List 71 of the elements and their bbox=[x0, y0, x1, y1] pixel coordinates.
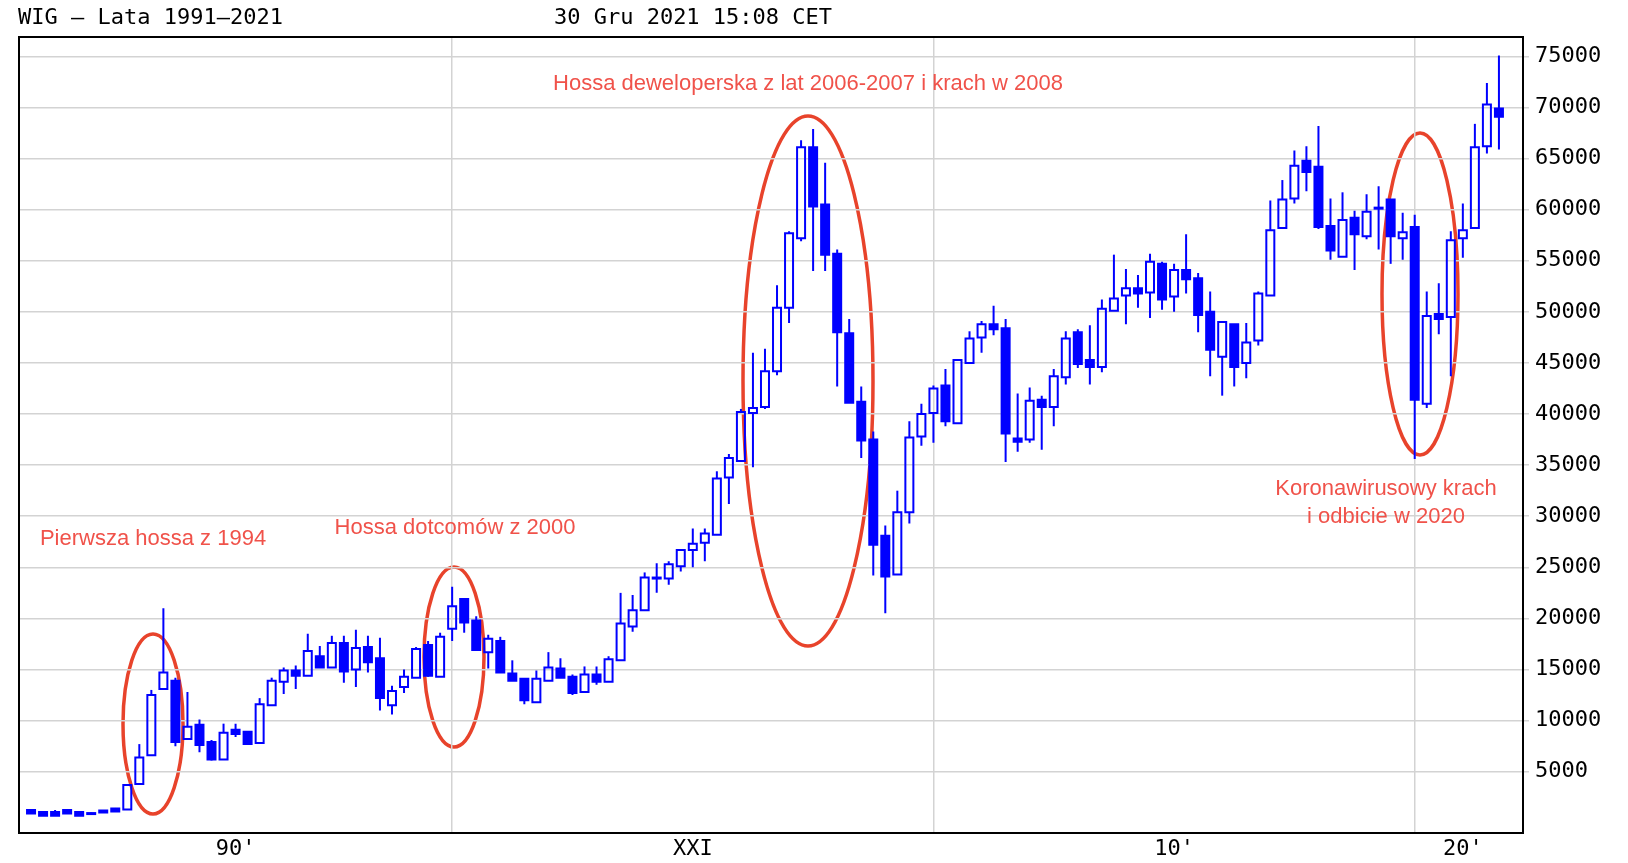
candlestick bbox=[278, 666, 289, 696]
candlestick bbox=[747, 351, 758, 469]
candlestick bbox=[182, 690, 193, 740]
annotation: Hossa deweloperska z lat 2006-2007 i krach w 2008 bbox=[553, 69, 1063, 97]
candlestick bbox=[1169, 262, 1180, 313]
y-tick-label: 25000 bbox=[1535, 553, 1602, 579]
candlestick bbox=[723, 452, 734, 505]
y-tick-label: 15000 bbox=[1535, 655, 1602, 681]
candlestick bbox=[543, 651, 554, 682]
candlestick bbox=[122, 783, 133, 811]
candlestick bbox=[892, 489, 903, 576]
annotation: Koronawirusowy krach i odbicie w 2020 bbox=[1275, 474, 1497, 530]
candlestick bbox=[952, 358, 963, 425]
candlestick bbox=[1469, 122, 1480, 230]
candlestick bbox=[579, 665, 590, 693]
candlestick bbox=[447, 585, 458, 642]
candlestick bbox=[1120, 267, 1131, 326]
x-tick-label: XXI bbox=[672, 834, 713, 860]
candlestick bbox=[1241, 322, 1252, 380]
candlestick bbox=[1337, 191, 1348, 258]
candlestick bbox=[615, 591, 626, 662]
y-tick-label: 45000 bbox=[1535, 348, 1602, 374]
candlestick bbox=[1361, 193, 1372, 241]
y-tick-label: 20000 bbox=[1535, 604, 1602, 630]
candlestick bbox=[1277, 179, 1288, 230]
candlestick bbox=[1265, 199, 1276, 297]
candlestick bbox=[651, 562, 662, 594]
candlestick bbox=[759, 347, 770, 410]
y-tick-label: 40000 bbox=[1535, 399, 1602, 425]
candlestick bbox=[1373, 185, 1384, 251]
candlestick bbox=[699, 527, 710, 563]
x-tick-label: 90' bbox=[215, 834, 256, 860]
candlestick bbox=[928, 384, 939, 444]
candlestick bbox=[1481, 81, 1492, 155]
y-tick-label: 65000 bbox=[1535, 144, 1602, 170]
candlestick bbox=[639, 571, 650, 612]
candlestick bbox=[1145, 252, 1156, 319]
candlestick bbox=[904, 420, 915, 525]
y-tick-label: 10000 bbox=[1535, 706, 1602, 732]
candlestick bbox=[687, 527, 698, 569]
y-tick-label: 60000 bbox=[1535, 195, 1602, 221]
x-tick-label: 20' bbox=[1442, 834, 1483, 860]
y-tick-label: 35000 bbox=[1535, 450, 1602, 476]
candlestick bbox=[350, 628, 361, 688]
candlestick bbox=[1445, 230, 1456, 378]
candlestick bbox=[1217, 321, 1228, 397]
candlestick bbox=[158, 607, 169, 690]
y-tick-label: 5000 bbox=[1535, 757, 1588, 783]
y-tick-label: 75000 bbox=[1535, 42, 1602, 68]
candlestick bbox=[1048, 368, 1059, 428]
y-tick-label: 30000 bbox=[1535, 501, 1602, 527]
candlestick bbox=[1457, 202, 1468, 259]
candlestick bbox=[483, 633, 494, 670]
candlestick bbox=[1024, 386, 1035, 444]
candlestick bbox=[302, 632, 313, 677]
candlestick bbox=[1397, 211, 1408, 261]
candlestick bbox=[916, 402, 927, 447]
candlestick bbox=[772, 284, 783, 377]
candlestick bbox=[1289, 149, 1300, 205]
x-tick-label: 10' bbox=[1154, 834, 1194, 860]
chart-title: WIG – Lata 1991–2021 bbox=[18, 4, 283, 29]
y-tick-label: 70000 bbox=[1535, 93, 1602, 119]
chart-subtitle: 30 Gru 2021 15:08 CET bbox=[553, 4, 833, 29]
y-tick-label: 55000 bbox=[1535, 246, 1602, 272]
candlestick bbox=[976, 320, 987, 354]
y-tick-label: 50000 bbox=[1535, 297, 1602, 323]
annotation: Pierwsza hossa z 1994 bbox=[39, 524, 267, 552]
annotation: Hossa dotcomów z 2000 bbox=[334, 513, 576, 541]
candlestick bbox=[1421, 290, 1432, 409]
candlestick bbox=[1108, 253, 1119, 312]
candlestick bbox=[627, 593, 638, 633]
